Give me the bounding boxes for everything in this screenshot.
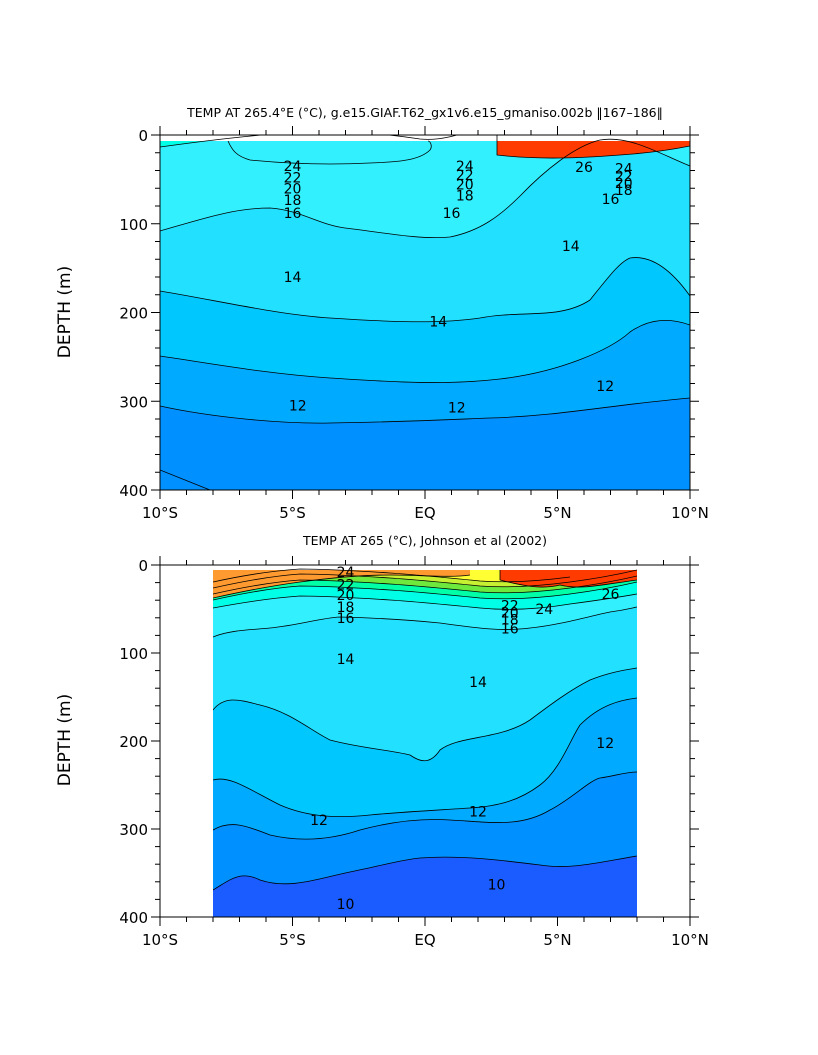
contour-label: 18	[456, 188, 474, 204]
region-t17	[160, 0, 690, 110]
contour-label: 24	[337, 565, 355, 581]
x-tick-label: 5°S	[279, 931, 306, 949]
contour-label: 22	[456, 168, 474, 184]
contour-label: 14	[562, 239, 580, 255]
contour-label: 26	[575, 160, 593, 176]
x-tick-label: 10°N	[671, 504, 709, 522]
contour-label: 18	[337, 600, 355, 616]
region-t18	[160, 0, 690, 102]
chart-title-bottom: TEMP AT 265 (°C), Johnson et al (2002)	[302, 533, 547, 548]
contour-fills-top	[160, 0, 690, 490]
contour-label: 24	[456, 159, 474, 175]
contour-label: 22	[337, 577, 355, 593]
chart-title-top: TEMP AT 265.4°E (°C), g.e15.GIAF.T62_gx1…	[186, 105, 663, 120]
contour-label: 16	[501, 621, 519, 637]
contour-label: 12	[310, 813, 328, 829]
x-tick-label: 5°S	[279, 504, 306, 522]
contour-label: 14	[429, 314, 447, 330]
panel-bottom: TEMP AT 265 (°C), Johnson et al (2002) D…	[55, 533, 709, 949]
y-tick-label: 100	[119, 216, 148, 234]
contour-label: 16	[284, 206, 302, 222]
contour-fills-bottom	[213, 565, 637, 917]
contour-label: 20	[456, 178, 474, 194]
region-t22	[160, 0, 690, 75]
contour-lines-top	[160, 135, 690, 490]
contour-label: 10	[337, 897, 355, 913]
contour-label: 16	[337, 611, 355, 627]
contour-label: 20	[337, 588, 355, 604]
contour-label: 14	[469, 675, 487, 691]
contour-label: 20	[501, 606, 519, 622]
panel-top: TEMP AT 265.4°E (°C), g.e15.GIAF.T62_gx1…	[55, 0, 709, 522]
contour-label: 26	[602, 587, 620, 603]
contour-label: 12	[448, 400, 466, 416]
region-t26	[500, 565, 637, 588]
y-tick-label: 400	[119, 482, 148, 500]
y-tick-label: 0	[138, 557, 148, 575]
contour-label: 22	[284, 171, 302, 187]
y-tick-label: 200	[119, 305, 148, 323]
contour-label: 24	[284, 159, 302, 175]
x-tick-label: 10°N	[671, 931, 709, 949]
axes-bottom: 10°S 5°S EQ 5°N 10°N 0 100 200 300 400	[119, 556, 709, 949]
contour-label: 20	[615, 176, 633, 192]
y-tick-label: 400	[119, 909, 148, 927]
y-axis-label-bottom: DEPTH (m)	[55, 694, 75, 786]
contour-label: 22	[615, 169, 633, 185]
contour-label: 18	[501, 613, 519, 629]
region-t24	[213, 565, 470, 598]
contour-label: 18	[284, 193, 302, 209]
x-tick-label: 5°N	[543, 931, 571, 949]
x-tick-label: EQ	[414, 504, 435, 522]
contour-label: 24	[535, 602, 553, 618]
y-tick-label: 200	[119, 733, 148, 751]
axes-top: 10°S 5°S EQ 5°N 10°N 0 100 200 300 400	[119, 126, 709, 522]
contour-label: 24	[615, 162, 633, 178]
x-tick-label: 10°S	[142, 931, 178, 949]
contour-label: 10	[488, 877, 506, 893]
x-tick-label: 5°N	[543, 504, 571, 522]
contour-label: 16	[602, 192, 620, 208]
contour-label: 12	[469, 804, 487, 820]
contour-label: 16	[443, 206, 461, 222]
contour-label: 12	[596, 379, 614, 395]
region-t19	[160, 0, 690, 94]
contour-label: 22	[501, 598, 519, 614]
y-tick-label: 0	[138, 127, 148, 145]
region-t15	[160, 135, 457, 147]
contour-label: 14	[337, 652, 355, 668]
y-axis-label-top: DEPTH (m)	[55, 266, 75, 358]
region-t20	[160, 0, 690, 86]
contour-label: 12	[596, 736, 614, 752]
y-tick-label: 300	[119, 393, 148, 411]
contour-label: 14	[284, 270, 302, 286]
x-tick-label: 10°S	[142, 504, 178, 522]
contour-label: 20	[284, 181, 302, 197]
y-tick-label: 300	[119, 821, 148, 839]
contour-lines-bottom	[213, 568, 637, 891]
x-tick-label: EQ	[414, 931, 435, 949]
region-t24	[160, 0, 690, 62]
contour-label: 18	[615, 183, 633, 199]
y-tick-label: 100	[119, 645, 148, 663]
region-t16	[160, 0, 690, 118]
contour-label: 12	[289, 399, 307, 415]
